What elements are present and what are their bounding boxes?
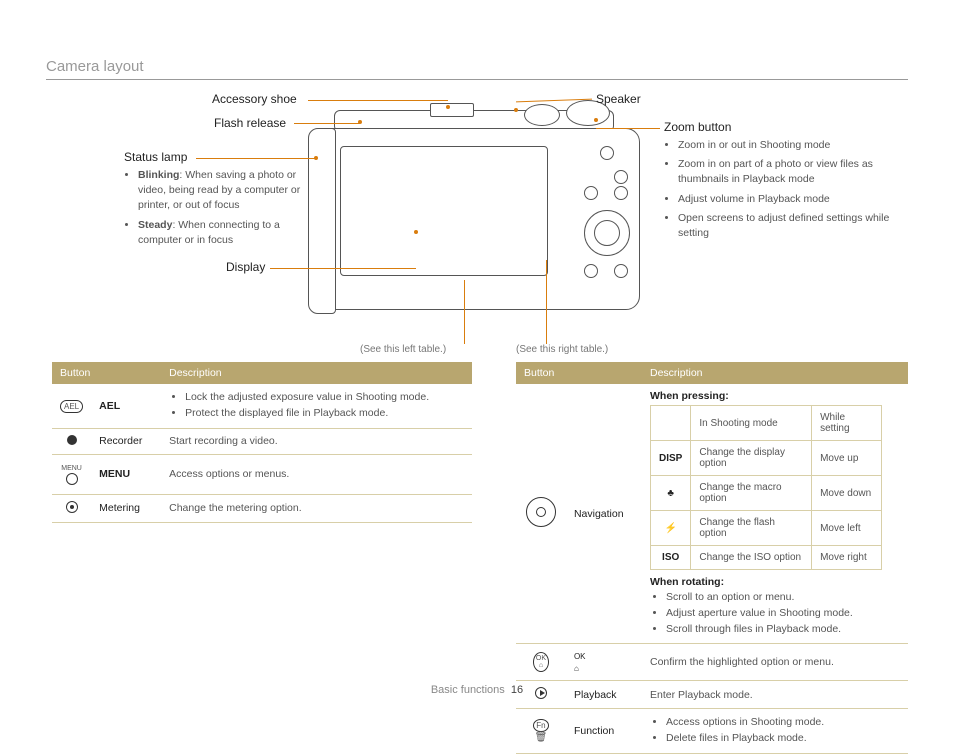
leader-dot — [314, 156, 318, 160]
status-steady: Steady: When connecting to a computer or… — [138, 218, 306, 248]
pressing-label: When pressing: — [650, 390, 900, 402]
page-footer: Basic functions 16 — [0, 684, 954, 696]
row-label: Metering — [91, 494, 161, 522]
callout-flash-release: Flash release — [214, 116, 286, 130]
row-text: Change the metering option. — [161, 494, 472, 522]
row-label: AEL — [99, 400, 120, 412]
th-button: Button — [52, 362, 161, 384]
zoom-item: Open screens to adjust defined settings … — [678, 211, 894, 241]
row-text: Access options or menus. — [161, 454, 472, 494]
th-description: Description — [642, 362, 908, 384]
leader-dot — [514, 108, 518, 112]
rotating-label: When rotating: — [650, 576, 900, 588]
iso-icon: ISO — [651, 546, 691, 570]
row-text: Start recording a video. — [161, 428, 472, 454]
status-lamp-title: Status lamp — [124, 150, 306, 164]
disp-icon: DISP — [651, 441, 691, 476]
macro-icon: ♣ — [651, 476, 691, 511]
fn-icon: Fn — [533, 719, 548, 732]
leader-line — [294, 123, 360, 124]
leader-dot — [594, 118, 598, 122]
zoom-item: Adjust volume in Playback mode — [678, 192, 894, 207]
leader-dot — [446, 105, 450, 109]
left-table: Button Description AEL AEL Lock the adju… — [52, 362, 472, 523]
page-title: Camera layout — [46, 58, 144, 75]
see-left-note: (See this left table.) — [360, 344, 446, 355]
menu-icon: MENU — [61, 465, 82, 472]
pressing-subtable: In Shooting modeWhile setting DISPChange… — [650, 405, 882, 570]
status-blinking: Blinking: When saving a photo or video, … — [138, 168, 306, 214]
leader-line — [308, 100, 448, 101]
delete-icon: 🗑 — [535, 732, 548, 743]
callout-zoom: Zoom button Zoom in or out in Shooting m… — [664, 120, 894, 245]
metering-icon — [66, 501, 78, 513]
row-bullet: Lock the adjusted exposure value in Shoo… — [185, 390, 464, 406]
callout-speaker: Speaker — [596, 92, 641, 106]
record-icon — [67, 435, 77, 445]
see-right-note: (See this right table.) — [516, 344, 608, 355]
row-bullet: Protect the displayed file in Playback m… — [185, 406, 464, 422]
leader-line — [546, 260, 547, 344]
leader-line — [596, 128, 660, 129]
rotating-item: Scroll to an option or menu. — [666, 590, 900, 606]
ok-label-icon: OK⌂ — [574, 652, 586, 673]
ok-icon: OK⌂ — [533, 652, 549, 672]
row-label: MENU — [99, 468, 130, 480]
th-button: Button — [516, 362, 642, 384]
table-row: MENU MENU Access options or menus. — [52, 454, 472, 494]
footer-section: Basic functions — [431, 684, 505, 696]
table-row: Fn🗑 Function Access options in Shooting … — [516, 709, 908, 754]
callout-display: Display — [226, 260, 265, 274]
callout-status-lamp: Status lamp Blinking: When saving a phot… — [124, 150, 306, 252]
zoom-item: Zoom in on part of a photo or view files… — [678, 157, 894, 187]
table-row: Metering Change the metering option. — [52, 494, 472, 522]
footer-page: 16 — [511, 684, 523, 696]
leader-line — [464, 280, 465, 344]
row-text: Confirm the highlighted option or menu. — [642, 644, 908, 681]
table-row: AEL AEL Lock the adjusted exposure value… — [52, 384, 472, 428]
row-bullet: Access options in Shooting mode. — [666, 715, 900, 731]
navigation-dial-icon — [526, 497, 556, 527]
row-label: Function — [566, 709, 642, 754]
table-row: Recorder Start recording a video. — [52, 428, 472, 454]
row-label: Recorder — [91, 428, 161, 454]
table-row: Navigation When pressing: In Shooting mo… — [516, 384, 908, 644]
th-description: Description — [161, 362, 472, 384]
ael-icon: AEL — [60, 400, 83, 413]
row-label: Navigation — [566, 384, 642, 644]
leader-dot — [358, 120, 362, 124]
row-bullet: Delete files in Playback mode. — [666, 731, 900, 747]
zoom-title: Zoom button — [664, 120, 894, 134]
rotating-item: Scroll through files in Playback mode. — [666, 622, 900, 638]
callout-accessory-shoe: Accessory shoe — [212, 92, 297, 106]
rotating-item: Adjust aperture value in Shooting mode. — [666, 606, 900, 622]
title-rule — [46, 79, 908, 80]
zoom-item: Zoom in or out in Shooting mode — [678, 138, 894, 153]
camera-figure — [304, 98, 650, 318]
leader-dot — [414, 230, 418, 234]
leader-line — [270, 268, 416, 269]
table-row: OK⌂ OK⌂ Confirm the highlighted option o… — [516, 644, 908, 681]
flash-icon: ⚡ — [651, 511, 691, 546]
